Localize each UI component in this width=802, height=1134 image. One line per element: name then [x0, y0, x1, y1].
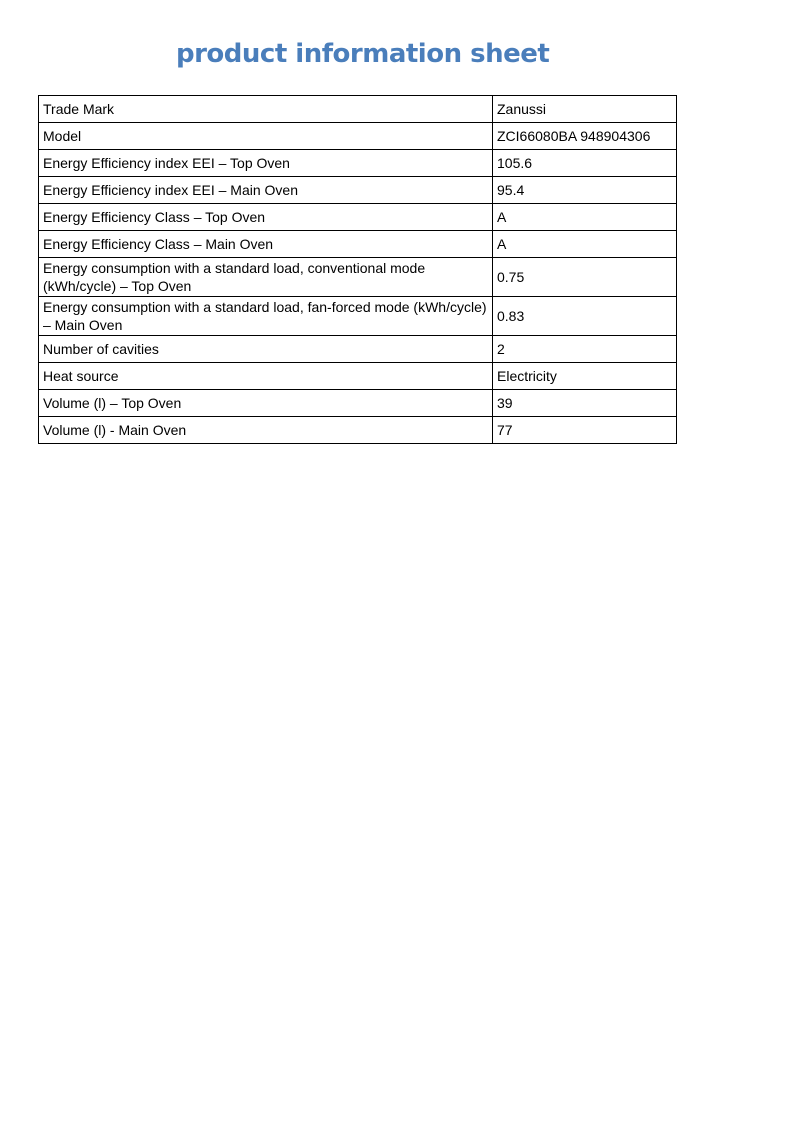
table-row: Energy consumption with a standard load,…: [38, 257, 677, 297]
spec-label: Energy Efficiency Class – Main Oven: [38, 230, 493, 258]
spec-value: 105.6: [492, 149, 677, 177]
table-row: Energy Efficiency index EEI – Main Oven …: [38, 176, 677, 204]
table-row: Number of cavities 2: [38, 335, 677, 363]
spec-label: Energy consumption with a standard load,…: [38, 257, 493, 297]
table-row: Trade Mark Zanussi: [38, 95, 677, 123]
spec-value: 2: [492, 335, 677, 363]
product-info-table: Trade Mark Zanussi Model ZCI66080BA 9489…: [38, 95, 677, 444]
spec-value: A: [492, 203, 677, 231]
spec-value: 39: [492, 389, 677, 417]
spec-value: A: [492, 230, 677, 258]
spec-label: Volume (l) – Top Oven: [38, 389, 493, 417]
spec-value: 0.83: [492, 296, 677, 336]
table-row: Energy consumption with a standard load,…: [38, 296, 677, 336]
spec-value: 0.75: [492, 257, 677, 297]
spec-value: Zanussi: [492, 95, 677, 123]
table-row: Energy Efficiency index EEI – Top Oven 1…: [38, 149, 677, 177]
spec-label: Model: [38, 122, 493, 150]
spec-label: Energy Efficiency index EEI – Top Oven: [38, 149, 493, 177]
spec-label: Heat source: [38, 362, 493, 390]
spec-label: Volume (l) - Main Oven: [38, 416, 493, 444]
spec-value: Electricity: [492, 362, 677, 390]
page-title: product information sheet: [176, 39, 550, 69]
spec-value: 77: [492, 416, 677, 444]
spec-label: Energy Efficiency index EEI – Main Oven: [38, 176, 493, 204]
spec-label: Energy Efficiency Class – Top Oven: [38, 203, 493, 231]
spec-label: Trade Mark: [38, 95, 493, 123]
table-row: Energy Efficiency Class – Top Oven A: [38, 203, 677, 231]
spec-label: Number of cavities: [38, 335, 493, 363]
spec-label: Energy consumption with a standard load,…: [38, 296, 493, 336]
table-row: Volume (l) - Main Oven 77: [38, 416, 677, 444]
table-row: Volume (l) – Top Oven 39: [38, 389, 677, 417]
table-row: Heat source Electricity: [38, 362, 677, 390]
table-row: Model ZCI66080BA 948904306: [38, 122, 677, 150]
spec-value: ZCI66080BA 948904306: [492, 122, 677, 150]
table-row: Energy Efficiency Class – Main Oven A: [38, 230, 677, 258]
spec-value: 95.4: [492, 176, 677, 204]
